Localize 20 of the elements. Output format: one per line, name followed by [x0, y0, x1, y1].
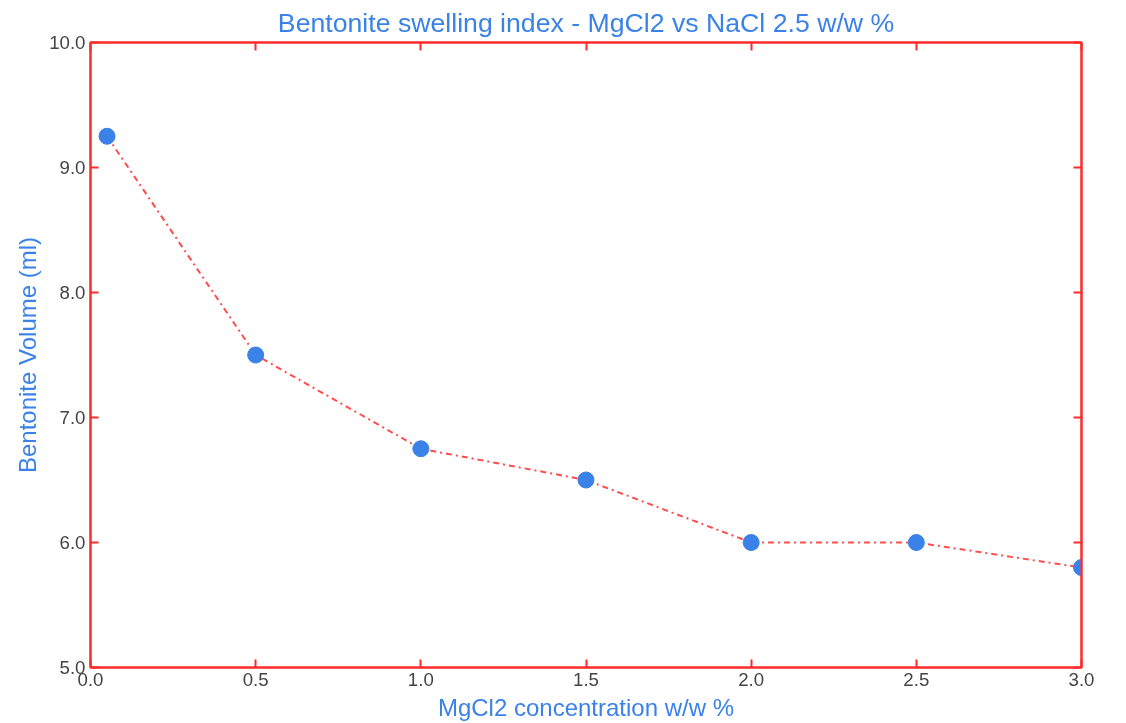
- x-tick-label: 1.0: [407, 668, 434, 690]
- point: [742, 534, 760, 551]
- x-tick-label: 2.5: [903, 668, 930, 690]
- y-tick-label: 10.0: [49, 32, 86, 53]
- y-tick-label: 9.0: [59, 157, 86, 178]
- y-tick-label: 6.0: [59, 532, 86, 553]
- y-tick-label: 7.0: [59, 407, 86, 428]
- x-tick-label: 0.5: [242, 668, 269, 690]
- x-tick-label: 3.0: [1068, 668, 1095, 690]
- point: [577, 471, 595, 489]
- x-axis-title: MgCl2 concentration w/w %: [437, 693, 735, 721]
- chart-title: Bentonite swelling index - MgCl2 vs NaCl 2.5 w/w %: [277, 7, 895, 38]
- y-axis-title: Bentonite Volume (ml): [14, 236, 42, 474]
- x-tick-label: 1.5: [573, 668, 599, 690]
- point: [247, 346, 265, 364]
- x-tick-label: 2.0: [738, 668, 765, 690]
- y-tick-label: 8.0: [59, 282, 86, 303]
- point: [907, 534, 925, 551]
- point: [98, 127, 116, 145]
- point: [412, 440, 430, 458]
